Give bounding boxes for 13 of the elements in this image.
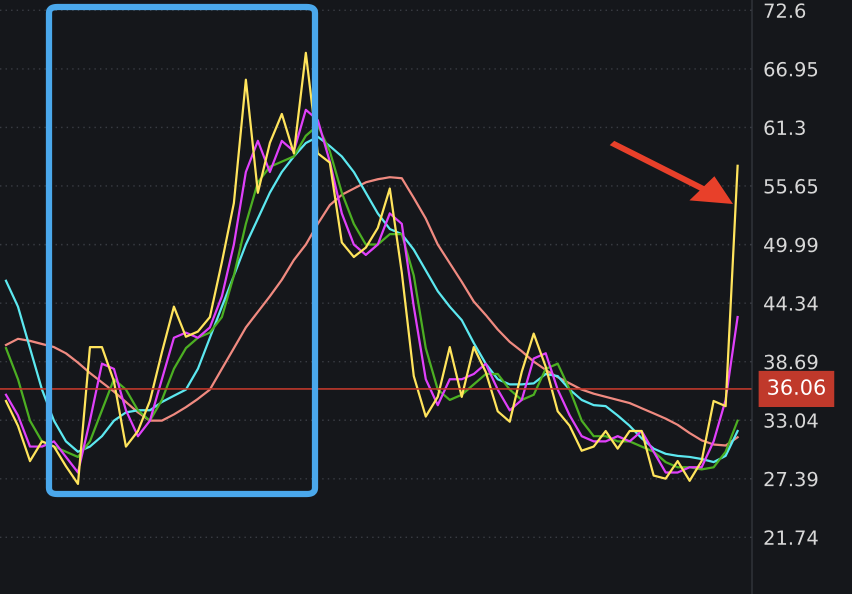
y-tick-label: 55.65 — [764, 178, 818, 194]
y-tick-label: 21.74 — [764, 530, 818, 545]
ref-line-label: 36.06 — [768, 379, 825, 395]
y-tick-label: 27.39 — [764, 472, 818, 486]
y-tick-label: 61.3 — [764, 120, 805, 136]
y-tick-label: 72.6 — [764, 3, 806, 18]
y-tick-label: 44.34 — [764, 296, 818, 311]
y-tick-label: 49.99 — [764, 238, 818, 252]
y-tick-label: 33.04 — [764, 413, 818, 428]
line-series — [4, 52, 739, 485]
line-series — [4, 176, 739, 447]
y-tick-label: 38.69 — [764, 354, 818, 370]
y-tick-label: 66.95 — [764, 62, 818, 77]
